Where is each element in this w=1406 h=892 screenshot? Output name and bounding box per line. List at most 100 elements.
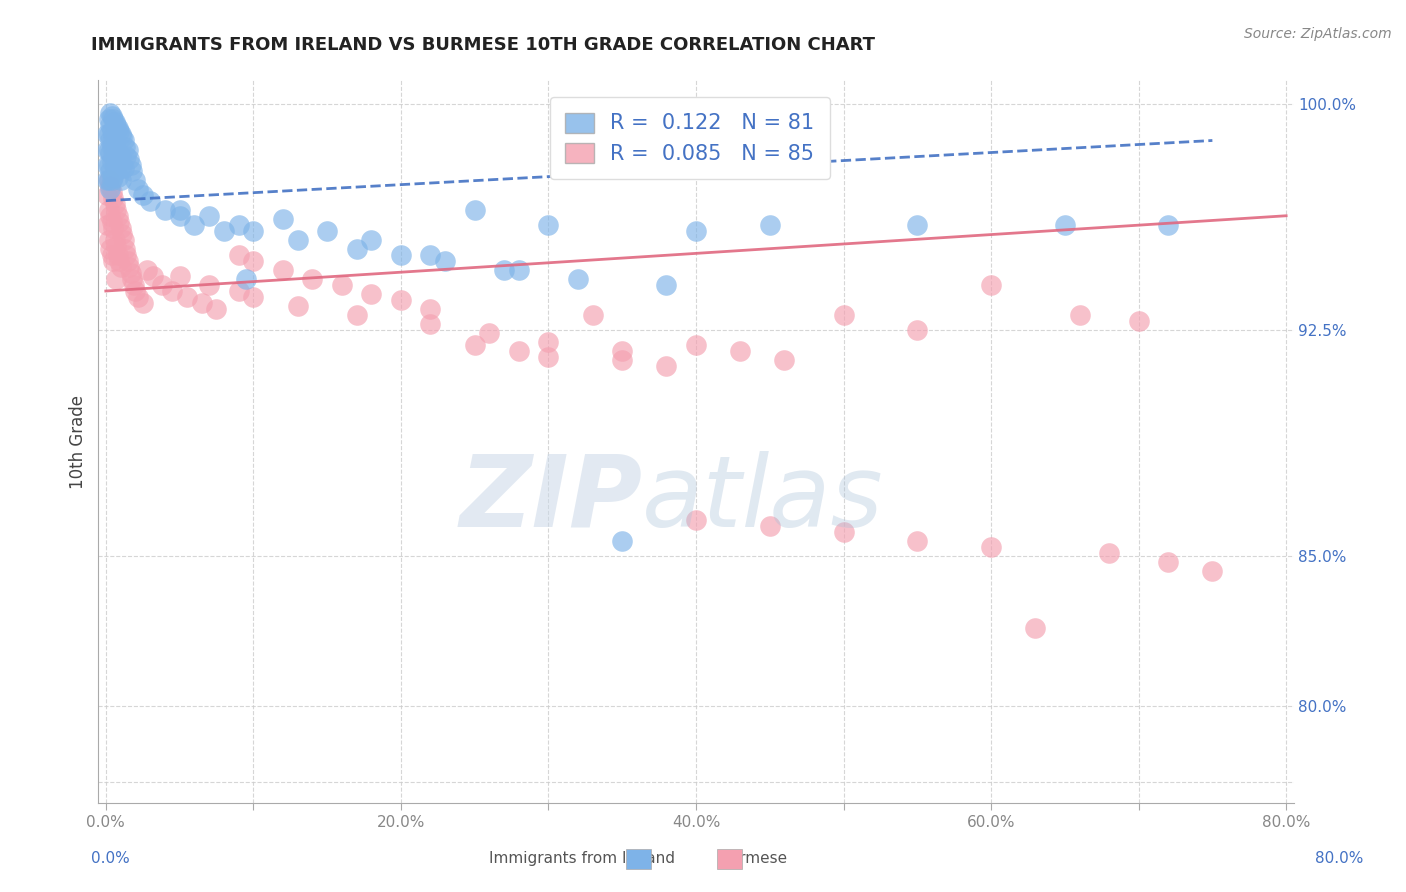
- Point: [655, 278, 678, 293]
- Point: [567, 272, 589, 286]
- Point: [101, 191, 124, 205]
- Point: [124, 172, 146, 186]
- Point: [832, 524, 855, 539]
- Point: [124, 284, 146, 298]
- Point: [100, 185, 122, 199]
- Text: Source: ZipAtlas.com: Source: ZipAtlas.com: [1244, 27, 1392, 41]
- Point: [122, 278, 145, 293]
- Point: [980, 540, 1002, 554]
- Point: [228, 218, 250, 232]
- Point: [685, 513, 707, 527]
- Point: [101, 220, 124, 235]
- Point: [100, 124, 122, 138]
- Point: [183, 218, 205, 232]
- Point: [464, 338, 486, 352]
- Point: [271, 211, 294, 226]
- Text: atlas: atlas: [643, 450, 884, 548]
- Point: [97, 172, 120, 186]
- Point: [905, 323, 928, 337]
- Point: [104, 233, 127, 247]
- Point: [107, 209, 129, 223]
- Point: [537, 218, 560, 232]
- Point: [287, 233, 309, 247]
- Point: [1201, 564, 1223, 578]
- Point: [120, 266, 142, 280]
- Point: [112, 233, 135, 247]
- Point: [98, 163, 121, 178]
- Text: Immigrants from Ireland: Immigrants from Ireland: [489, 851, 675, 865]
- Text: IMMIGRANTS FROM IRELAND VS BURMESE 10TH GRADE CORRELATION CHART: IMMIGRANTS FROM IRELAND VS BURMESE 10TH …: [91, 36, 876, 54]
- Point: [612, 353, 634, 368]
- Point: [98, 106, 121, 120]
- Point: [190, 296, 212, 310]
- Y-axis label: 10th Grade: 10th Grade: [69, 394, 87, 489]
- Point: [98, 209, 121, 223]
- Point: [346, 308, 368, 322]
- Point: [316, 224, 339, 238]
- Point: [96, 218, 118, 232]
- Point: [98, 242, 121, 256]
- Point: [96, 128, 118, 142]
- Point: [100, 109, 122, 123]
- Point: [198, 278, 221, 293]
- Point: [101, 112, 124, 127]
- Point: [104, 136, 127, 151]
- Point: [287, 299, 309, 313]
- Point: [508, 344, 530, 359]
- Point: [115, 248, 138, 262]
- Point: [97, 158, 120, 172]
- Text: 80.0%: 80.0%: [1316, 851, 1364, 865]
- Point: [105, 163, 128, 178]
- Point: [330, 278, 353, 293]
- Point: [121, 163, 143, 178]
- Point: [655, 359, 678, 374]
- Point: [101, 130, 124, 145]
- Point: [97, 143, 120, 157]
- Point: [121, 272, 143, 286]
- Point: [110, 172, 132, 186]
- Point: [1157, 218, 1180, 232]
- Point: [142, 268, 165, 283]
- Point: [107, 248, 129, 262]
- Point: [198, 209, 221, 223]
- Point: [114, 139, 136, 153]
- Point: [114, 242, 136, 256]
- Point: [105, 272, 128, 286]
- Point: [108, 152, 131, 166]
- Point: [98, 178, 121, 193]
- Point: [508, 263, 530, 277]
- Point: [107, 145, 129, 160]
- Point: [728, 344, 751, 359]
- Point: [685, 338, 707, 352]
- Point: [389, 248, 412, 262]
- Point: [98, 145, 121, 160]
- Point: [100, 139, 122, 153]
- Point: [160, 284, 183, 298]
- Point: [97, 172, 120, 186]
- Point: [1098, 546, 1121, 560]
- Point: [228, 284, 250, 298]
- Point: [131, 296, 153, 310]
- Point: [117, 143, 139, 157]
- Point: [112, 134, 135, 148]
- Point: [612, 344, 634, 359]
- Point: [212, 224, 235, 238]
- Point: [111, 227, 134, 241]
- Point: [169, 209, 191, 223]
- Point: [108, 215, 131, 229]
- Point: [242, 290, 264, 304]
- Point: [96, 187, 118, 202]
- Point: [110, 148, 132, 162]
- Point: [758, 519, 780, 533]
- Point: [537, 351, 560, 365]
- Point: [389, 293, 412, 307]
- Point: [301, 272, 323, 286]
- Point: [104, 196, 127, 211]
- Point: [118, 260, 141, 274]
- Point: [169, 268, 191, 283]
- Point: [169, 202, 191, 217]
- Point: [110, 260, 132, 274]
- Point: [360, 287, 382, 301]
- Point: [131, 187, 153, 202]
- Point: [773, 353, 796, 368]
